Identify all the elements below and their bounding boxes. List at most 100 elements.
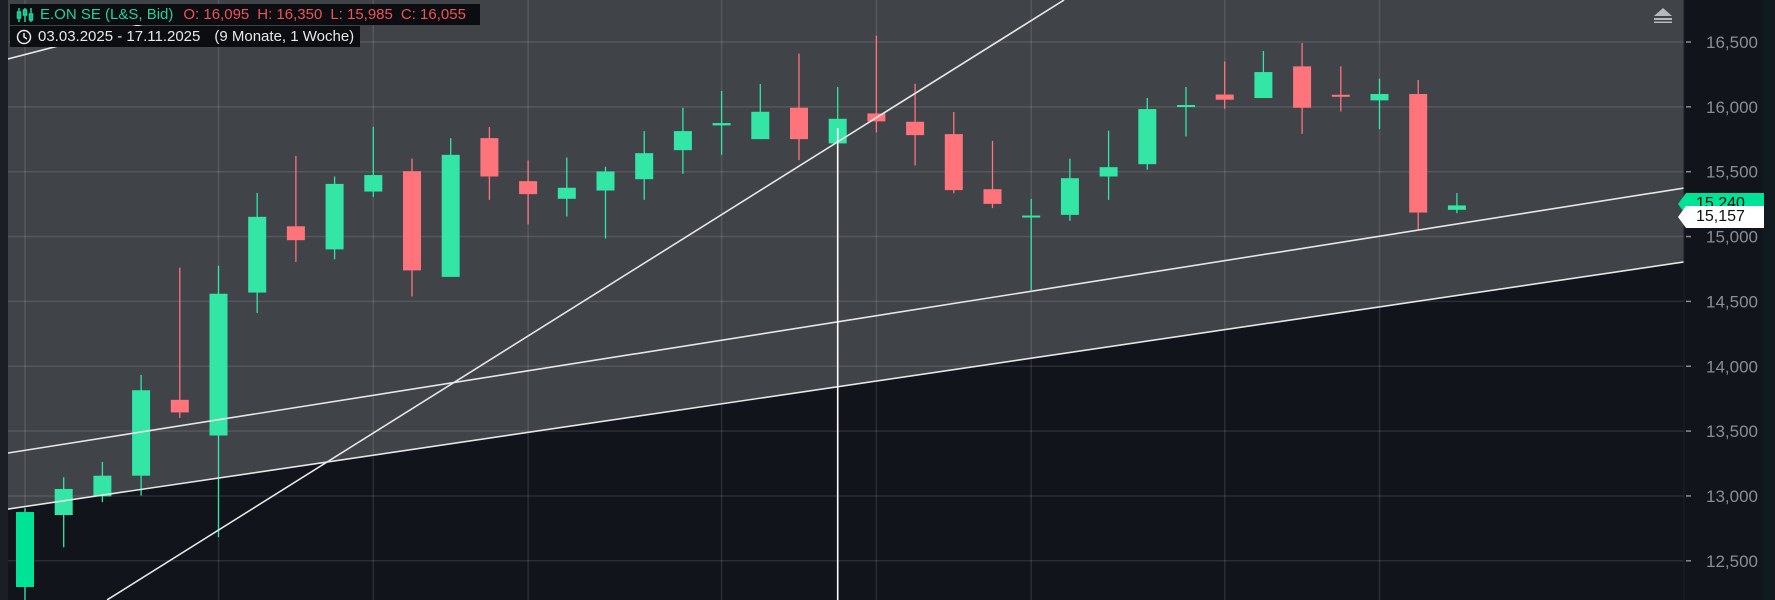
trendline (8, 261, 1684, 510)
candle-down (403, 158, 421, 297)
candle-down (944, 112, 963, 194)
candle-down (170, 267, 189, 418)
collapse-panel-icon[interactable] (1652, 6, 1674, 24)
candle-body (1331, 94, 1350, 97)
candle-up (54, 477, 73, 548)
candlestick-icon[interactable] (16, 7, 34, 23)
candle-up (441, 138, 460, 277)
y-tick-label: 12,500 (1706, 552, 1758, 571)
candle-body (751, 111, 770, 140)
candle-up (1254, 50, 1273, 99)
price-axis[interactable]: 16,500 16,000 15,500 15,000 14,500 14,000 13,5… (1686, 33, 1758, 571)
candle-body (1370, 94, 1389, 101)
drawings[interactable] (8, 0, 1684, 600)
y-tick-label: 14,500 (1706, 292, 1758, 311)
candle-body (712, 123, 731, 126)
candle-body (1138, 109, 1157, 165)
y-tick-label: 13,000 (1706, 487, 1758, 506)
candle-up (364, 126, 383, 197)
legend-row-instrument: E.ON SE (L&S, Bid) O: 16,095 H: 16,350 L: … (10, 4, 480, 25)
candle-body (209, 293, 228, 436)
candle-up (557, 157, 576, 217)
y-tick-label: 15,500 (1706, 163, 1758, 182)
panel-fill (8, 0, 1684, 510)
candle-body (170, 399, 189, 413)
y-tick-label: 14,000 (1706, 357, 1758, 376)
instrument-name: E.ON SE (L&S, Bid) (40, 6, 174, 23)
candle-body (93, 475, 112, 497)
low-value: L: 15,985 (330, 6, 393, 23)
candle-body (364, 175, 383, 192)
candle-up (1099, 130, 1118, 200)
candle-up (1060, 158, 1079, 221)
candle-up (673, 107, 692, 174)
candle-down (480, 127, 499, 200)
candle-body (1099, 167, 1118, 177)
candle-body (1022, 215, 1041, 218)
left-edge (0, 0, 8, 600)
candle-up (1138, 98, 1157, 170)
candle-down (286, 155, 305, 262)
candle-body (1177, 105, 1195, 108)
candle-up (209, 265, 228, 538)
y-tick-label: 16,500 (1706, 33, 1758, 52)
candle-down (790, 53, 808, 161)
candle-body (403, 171, 421, 271)
candle-up (712, 91, 731, 155)
candle-body (983, 189, 1002, 204)
candle-down (1293, 43, 1312, 134)
trendline (8, 187, 1684, 454)
candle-body (596, 171, 615, 191)
candle-body (1409, 94, 1428, 213)
candle-down (983, 140, 1002, 209)
candle-body (1254, 72, 1273, 99)
candle-body (673, 131, 692, 151)
candle-body (480, 138, 499, 177)
candle-up (132, 374, 151, 496)
candle-body (248, 216, 267, 293)
candles (16, 35, 1466, 600)
candle-body (132, 390, 151, 476)
candle-body (1060, 178, 1079, 215)
candle-up (635, 131, 654, 200)
close-value: C: 16,055 (400, 6, 466, 23)
candle-up (1370, 78, 1389, 130)
trendline (106, 0, 1065, 600)
candle-body (325, 183, 344, 250)
legend-row-period: 03.03.2025 - 17.11.2025 (9 Monate, 1 Woc… (10, 26, 361, 47)
y-tick-label: 15,000 (1706, 228, 1758, 247)
candle-body (54, 488, 73, 516)
open-value: O: 16,095 (183, 6, 250, 23)
candle-up (248, 192, 267, 313)
candle-body (1447, 205, 1466, 210)
right-edge (1762, 0, 1775, 600)
candle-body (1215, 94, 1234, 100)
candle-up (16, 508, 34, 600)
candle-body (286, 226, 305, 241)
high-value: H: 16,350 (257, 6, 323, 23)
candle-down (906, 83, 925, 166)
clock-icon (16, 29, 32, 44)
candle-body (557, 187, 576, 199)
y-tick-label: 16,000 (1706, 98, 1758, 117)
candle-down (519, 160, 538, 225)
candle-down (1331, 66, 1350, 112)
candle-up (1447, 193, 1466, 214)
duration: (9 Monate, 1 Woche) (214, 28, 355, 45)
candle-up (751, 84, 770, 140)
crosshair-price-tag: 15,157 (1678, 206, 1764, 228)
candle-body (16, 512, 34, 587)
candle-up (1022, 198, 1041, 290)
candle-down (1215, 61, 1234, 109)
candle-up (596, 166, 615, 239)
candle-body (441, 154, 460, 277)
shaded-region (8, 0, 1684, 510)
date-range: 03.03.2025 - 17.11.2025 (38, 28, 201, 45)
candle-up (1177, 87, 1195, 137)
candle-body (790, 107, 808, 140)
y-tick-label: 13,500 (1706, 422, 1758, 441)
candle-down (1409, 80, 1428, 231)
candle-body (1293, 66, 1312, 108)
candle-body (906, 121, 925, 136)
